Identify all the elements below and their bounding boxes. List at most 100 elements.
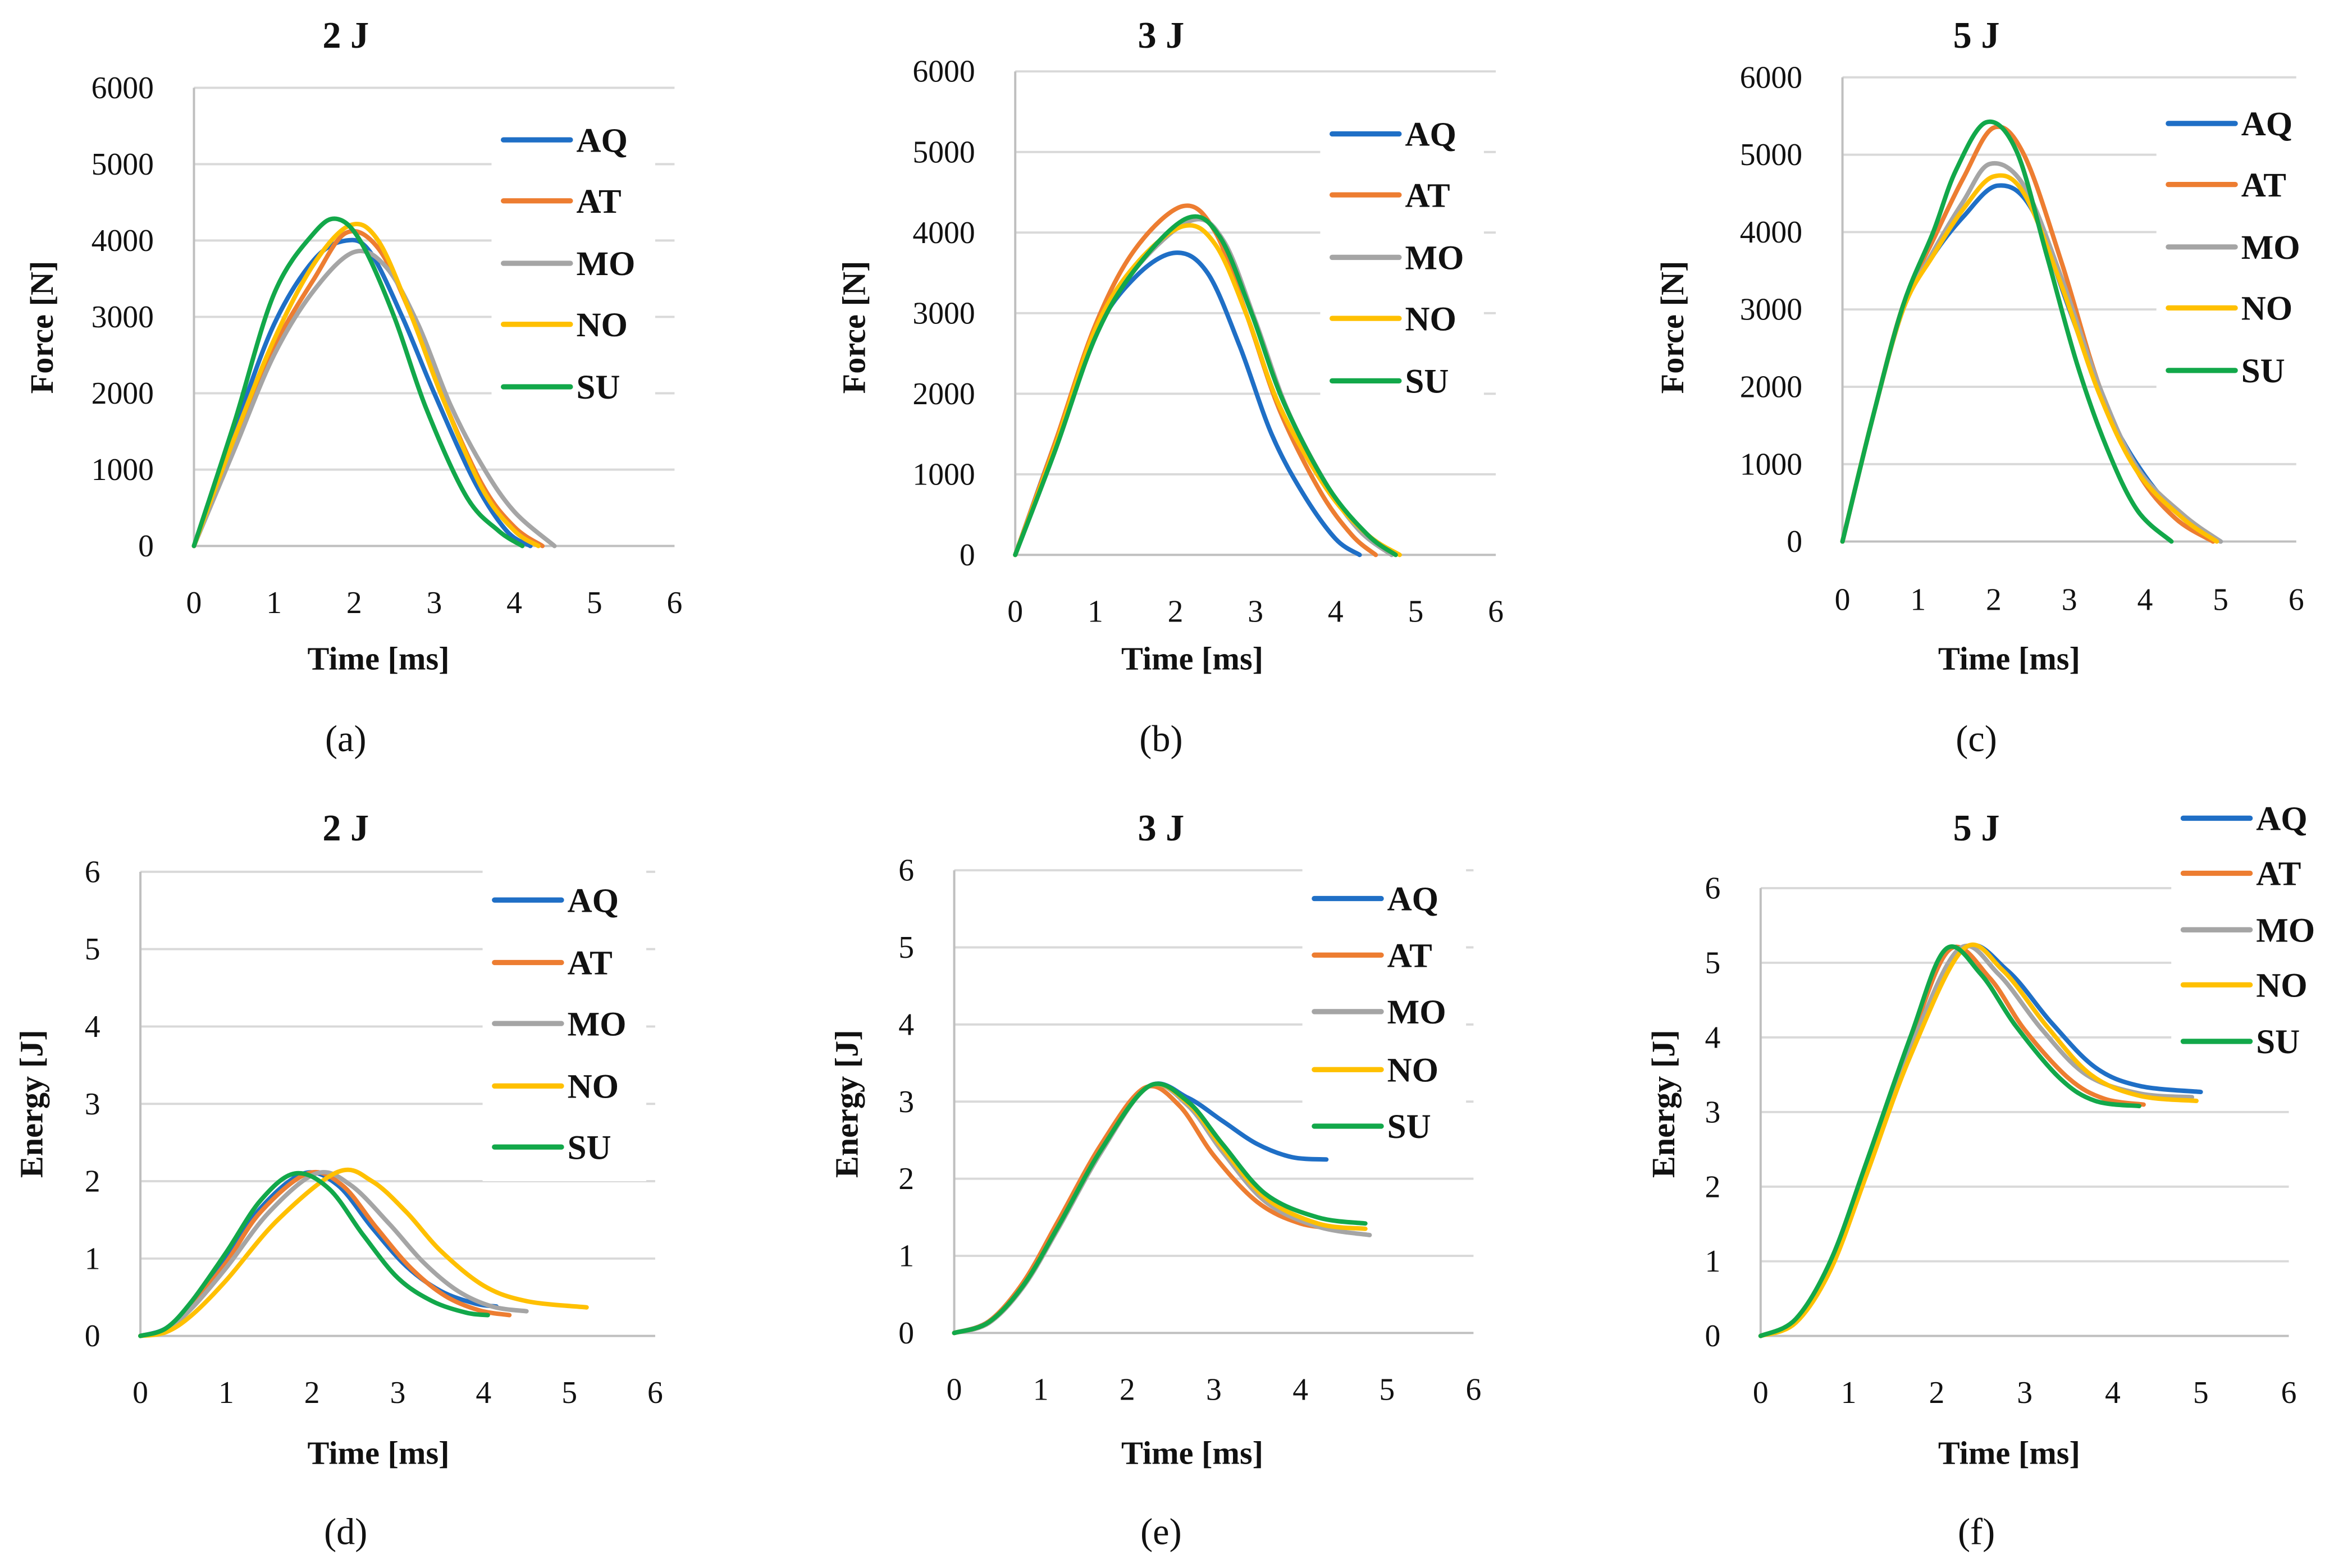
- panel-caption: (a): [325, 719, 367, 760]
- x-tick-label: 1: [1033, 1373, 1049, 1407]
- x-tick-label: 3: [1248, 595, 1263, 629]
- x-tick-label: 3: [390, 1375, 406, 1410]
- x-tick-label: 5: [2213, 582, 2228, 617]
- legend-label: SU: [568, 1129, 611, 1167]
- legend-label: AQ: [568, 882, 619, 920]
- y-tick-label: 0: [1705, 1319, 1720, 1354]
- x-tick-label: 0: [947, 1373, 962, 1407]
- y-tick-label: 4: [1705, 1020, 1720, 1055]
- y-tick-label: 0: [898, 1316, 914, 1351]
- legend-label: AQ: [1405, 116, 1456, 154]
- y-axis-label: Force [N]: [24, 261, 60, 394]
- x-tick-label: 6: [666, 586, 682, 620]
- y-tick-label: 2000: [92, 376, 154, 411]
- y-tick-label: 6: [85, 854, 101, 889]
- x-tick-label: 2: [1120, 1373, 1135, 1407]
- legend-label: SU: [2241, 353, 2285, 390]
- y-tick-label: 3000: [912, 296, 975, 331]
- x-tick-label: 2: [1168, 595, 1184, 629]
- legend-label: NO: [568, 1068, 619, 1106]
- x-tick-label: 5: [1379, 1373, 1395, 1407]
- y-tick-label: 6000: [912, 54, 975, 89]
- series-line-su: [1758, 944, 2141, 1338]
- y-tick-label: 1000: [912, 457, 975, 492]
- y-tick-label: 4000: [1740, 215, 1802, 250]
- x-tick-label: 5: [587, 586, 602, 620]
- y-tick-label: 5000: [92, 147, 154, 182]
- legend-label: NO: [2256, 967, 2307, 1004]
- series-line-su: [191, 216, 525, 548]
- chart-title: 3 J: [1138, 808, 1185, 849]
- legend-label: AT: [576, 183, 621, 221]
- series-line-su: [138, 1171, 490, 1338]
- series-line-su: [1840, 119, 2174, 544]
- legend-label: MO: [2256, 912, 2315, 949]
- x-tick-label: 3: [427, 586, 442, 620]
- legend-label: MO: [1405, 240, 1464, 277]
- y-tick-label: 6000: [92, 71, 154, 106]
- y-tick-label: 4: [898, 1007, 914, 1042]
- x-tick-label: 0: [1753, 1375, 1769, 1410]
- chart-title: 5 J: [1953, 808, 2000, 849]
- y-tick-label: 5: [898, 930, 914, 965]
- legend-label: NO: [2241, 290, 2292, 328]
- y-tick-label: 2000: [1740, 370, 1802, 405]
- x-axis-label: Time [ms]: [1938, 1435, 2080, 1471]
- panel-caption: (c): [1956, 719, 1997, 760]
- y-tick-label: 3: [1705, 1095, 1720, 1130]
- x-tick-label: 1: [1841, 1375, 1857, 1410]
- x-tick-label: 3: [2062, 582, 2077, 617]
- legend-label: AQ: [1387, 881, 1438, 918]
- panel-caption: (d): [324, 1512, 367, 1553]
- x-tick-label: 2: [1929, 1375, 1944, 1410]
- series-line-no: [191, 221, 541, 548]
- x-axis-label: Time [ms]: [1121, 640, 1263, 676]
- y-tick-label: 3000: [92, 300, 154, 335]
- chart-panel-e: 0 1 2 3 4 5 6 0 1 2 3 4 5 6 AQ AT MO NO SU 3 J Time [ms] Ener…: [828, 808, 1481, 1552]
- x-tick-label: 0: [133, 1375, 148, 1410]
- x-tick-label: 2: [1986, 582, 2002, 617]
- series-line-su: [1013, 214, 1398, 557]
- chart-panel-c: 0 1000 2000 3000 4000 5000 6000 0 1 2 3 4 5 6 AQ AT MO NO…: [1654, 15, 2321, 760]
- y-tick-label: 5000: [1740, 138, 1802, 172]
- series-line-no: [138, 1167, 589, 1338]
- series-line-su: [952, 1081, 1368, 1336]
- x-tick-label: 3: [2017, 1375, 2032, 1410]
- x-tick-label: 4: [476, 1375, 491, 1410]
- legend-label: NO: [1405, 300, 1456, 338]
- x-tick-label: 4: [1328, 595, 1344, 629]
- series-line-mo: [191, 249, 557, 548]
- x-tick-label: 1: [218, 1375, 234, 1410]
- legend-label: AQ: [2241, 106, 2292, 143]
- x-axis-label: Time [ms]: [308, 1435, 450, 1471]
- x-axis-label: Time [ms]: [308, 640, 450, 676]
- x-tick-label: 2: [304, 1375, 320, 1410]
- legend-label: SU: [2256, 1023, 2300, 1061]
- panel-caption: (e): [1140, 1512, 1182, 1553]
- x-tick-label: 5: [2193, 1375, 2209, 1410]
- y-tick-label: 0: [85, 1319, 101, 1354]
- legend-label: AQ: [576, 122, 627, 159]
- panel-caption: (b): [1139, 719, 1182, 760]
- chart-panel-b: 0 1000 2000 3000 4000 5000 6000 0 1 2 3 4 5 6 AQ AT MO NO…: [836, 15, 1504, 760]
- chart-title: 3 J: [1138, 15, 1185, 56]
- y-tick-label: 3000: [1740, 292, 1802, 327]
- legend-label: NO: [1387, 1052, 1438, 1089]
- legend-label: MO: [568, 1005, 627, 1043]
- y-tick-label: 1000: [92, 452, 154, 487]
- x-tick-label: 5: [1408, 595, 1424, 629]
- y-tick-label: 3: [898, 1085, 914, 1119]
- x-tick-label: 4: [2137, 582, 2153, 617]
- x-tick-label: 3: [1206, 1373, 1222, 1407]
- y-tick-label: 1: [1705, 1244, 1720, 1279]
- y-axis-label: Force [N]: [836, 261, 873, 394]
- legend-label: AQ: [2256, 801, 2307, 838]
- x-tick-label: 0: [1007, 595, 1023, 629]
- x-tick-label: 1: [1088, 595, 1103, 629]
- y-axis-label: Force [N]: [1654, 261, 1691, 394]
- y-axis-label: Energy [J]: [1645, 1030, 1682, 1178]
- legend-label: SU: [1387, 1108, 1431, 1146]
- x-tick-label: 4: [506, 586, 522, 620]
- x-tick-label: 1: [1910, 582, 1926, 617]
